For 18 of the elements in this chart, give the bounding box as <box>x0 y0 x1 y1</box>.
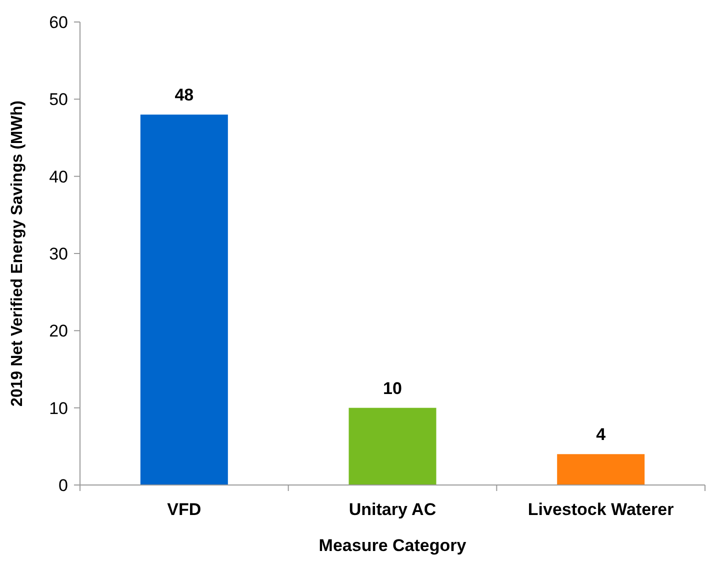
y-tick-label: 20 <box>49 322 68 341</box>
data-label: 48 <box>174 86 194 105</box>
x-tick-label: VFD <box>167 500 202 519</box>
y-tick-label: 30 <box>49 244 68 264</box>
y-tick-label: 0 <box>58 476 68 495</box>
x-axis-title: Measure Category <box>318 536 467 555</box>
y-tick-label: 10 <box>49 398 68 418</box>
bar <box>348 408 436 485</box>
data-label: 4 <box>596 425 606 444</box>
data-label: 10 <box>383 378 402 398</box>
y-tick-label: 60 <box>49 12 68 32</box>
bar <box>140 114 228 485</box>
y-tick-label: 40 <box>49 167 68 186</box>
x-tick-label: Livestock Waterer <box>528 500 674 519</box>
y-axis-title: 2019 Net Verified Energy Savings (MWh) <box>9 100 26 406</box>
x-tick-label: Unitary AC <box>348 500 436 519</box>
y-tick-label: 50 <box>49 90 68 110</box>
bar <box>557 454 645 485</box>
